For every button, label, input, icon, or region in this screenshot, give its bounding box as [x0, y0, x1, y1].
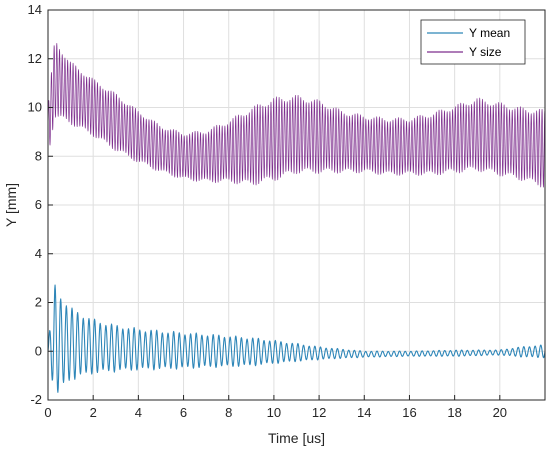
x-tick-label: 8 — [225, 405, 232, 420]
x-axis-ticks: 0 2 4 6 8 10 12 14 16 18 20 — [44, 395, 507, 420]
x-tick-label: 10 — [267, 405, 281, 420]
x-tick-label: 16 — [402, 405, 416, 420]
x-tick-label: 0 — [44, 405, 51, 420]
x-axis-label: Time [us] — [268, 430, 325, 446]
x-tick-label: 20 — [493, 405, 507, 420]
plot-area — [47, 9, 546, 401]
y-tick-label: 10 — [28, 100, 42, 115]
x-tick-label: 4 — [135, 405, 142, 420]
y-tick-label: -2 — [30, 392, 42, 407]
y-tick-label: 14 — [28, 2, 42, 17]
y-tick-label: 12 — [28, 51, 42, 66]
series-layer — [47, 43, 546, 393]
y-tick-label: 2 — [35, 295, 42, 310]
y-axis-label: Y [mm] — [3, 183, 19, 227]
x-tick-label: 14 — [357, 405, 371, 420]
x-tick-label: 18 — [447, 405, 461, 420]
legend: Y mean Y size — [420, 19, 526, 65]
y-tick-label: 4 — [35, 246, 42, 261]
series-line-y-size — [47, 43, 546, 188]
legend-box — [420, 19, 526, 65]
series-line-y-mean — [47, 284, 546, 393]
x-tick-label: 2 — [90, 405, 97, 420]
x-tick-label: 6 — [180, 405, 187, 420]
legend-label-y-size: Y size — [469, 45, 502, 59]
legend-label-y-mean: Y mean — [469, 26, 510, 40]
y-axis-ticks: -2 0 2 4 6 8 10 12 14 — [28, 2, 53, 407]
y-tick-label: 6 — [35, 197, 42, 212]
y-tick-label: 8 — [35, 148, 42, 163]
x-tick-label: 12 — [312, 405, 326, 420]
y-tick-label: 0 — [35, 343, 42, 358]
